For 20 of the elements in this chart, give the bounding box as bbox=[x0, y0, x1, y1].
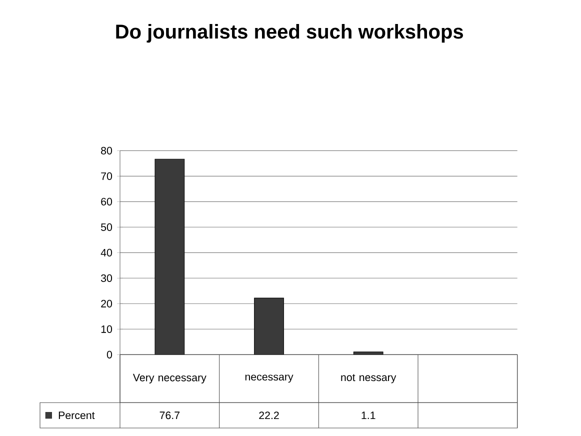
x-tick-label: Very necessary bbox=[132, 374, 206, 384]
chart-title: Do journalists need such workshops bbox=[116, 24, 463, 43]
y-tick-label: 20 bbox=[101, 300, 112, 308]
data-label: 1.1 bbox=[362, 412, 376, 419]
data-label: 76.7 bbox=[160, 412, 180, 420]
bar bbox=[353, 352, 384, 355]
y-tick-label: 50 bbox=[101, 223, 112, 231]
x-tick-label: not nessary bbox=[341, 374, 396, 384]
bar bbox=[254, 298, 284, 355]
legend-label: Percent bbox=[58, 412, 95, 420]
data-label: 22.2 bbox=[259, 412, 279, 420]
y-tick-label: 10 bbox=[101, 325, 112, 333]
y-tick-label: 70 bbox=[101, 172, 112, 180]
x-tick-label: necessary bbox=[245, 374, 294, 383]
y-tick-label: 40 bbox=[100, 248, 112, 256]
bar bbox=[154, 158, 185, 355]
y-tick-label: 30 bbox=[100, 274, 112, 282]
y-tick-label: 60 bbox=[101, 198, 112, 206]
y-tick-label: 80 bbox=[101, 146, 112, 154]
y-tick-label: 0 bbox=[106, 350, 112, 358]
